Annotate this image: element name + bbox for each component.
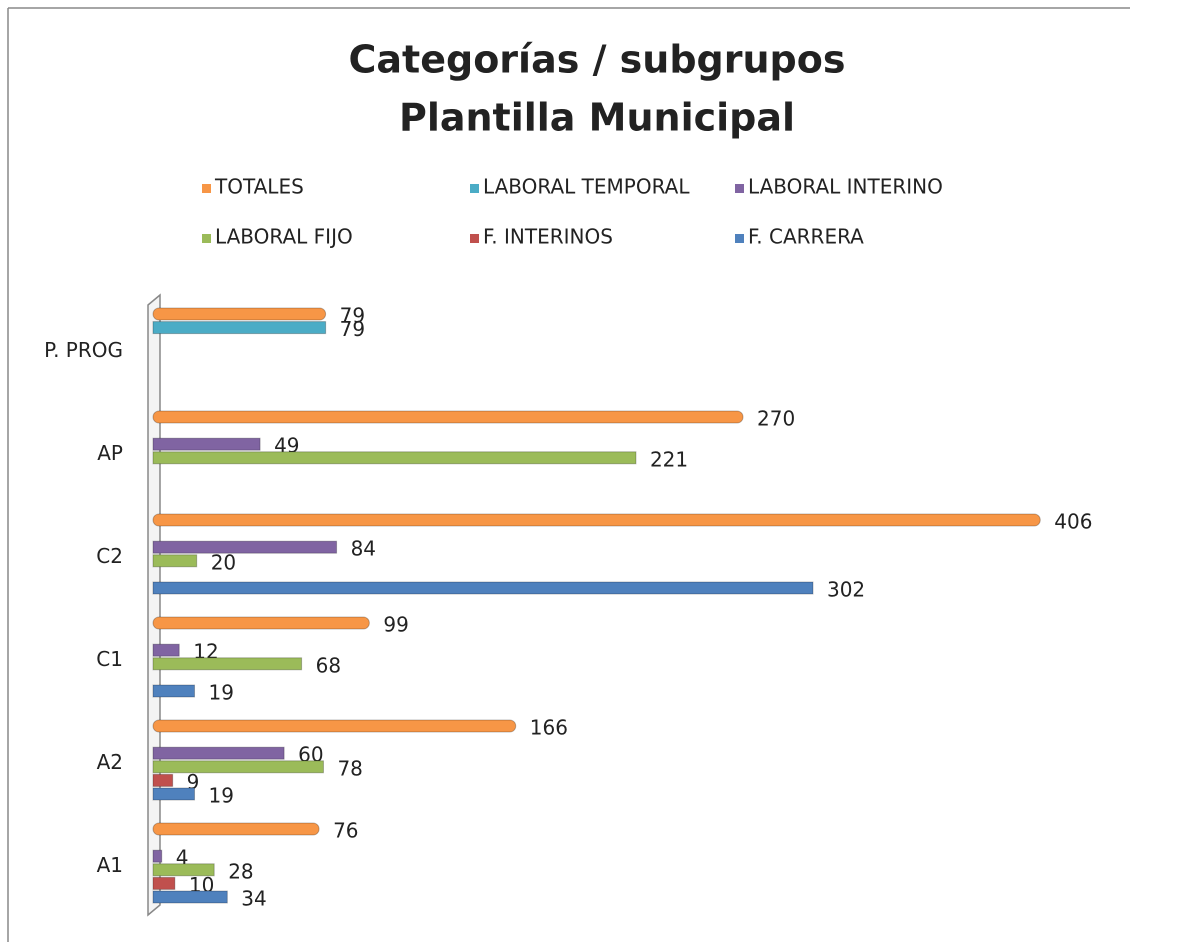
- value-label: 99: [383, 613, 408, 637]
- value-label: 78: [337, 756, 362, 780]
- bar: [152, 616, 370, 630]
- value-label: 406: [1054, 510, 1092, 534]
- bar: [152, 849, 163, 863]
- bar: [152, 787, 196, 801]
- bar: [152, 657, 303, 671]
- y-tick-label: P. PROG: [44, 338, 123, 362]
- bar: [152, 773, 174, 787]
- y-tick-label: C2: [96, 544, 123, 568]
- bar: [152, 684, 196, 698]
- bar: [152, 581, 814, 595]
- legend-swatch: [735, 234, 744, 243]
- legend-swatch: [470, 234, 479, 243]
- bar: [152, 760, 324, 774]
- value-label: 270: [757, 407, 795, 431]
- legend-swatch: [470, 184, 479, 193]
- bar: [152, 307, 327, 321]
- legend-label: LABORAL TEMPORAL: [483, 175, 690, 199]
- value-label: 20: [211, 550, 236, 574]
- bar: [152, 540, 338, 554]
- bar: [152, 321, 327, 335]
- value-label: 28: [228, 859, 253, 883]
- legend-label: F. INTERINOS: [483, 225, 613, 249]
- y-tick-label: A1: [97, 853, 123, 877]
- value-label: 4: [176, 846, 189, 870]
- value-label: 34: [241, 887, 266, 911]
- y-tick-label: C1: [96, 647, 123, 671]
- y-tick-label: AP: [97, 441, 123, 465]
- bar: [152, 890, 228, 904]
- plot-wall: [147, 293, 161, 917]
- y-tick-label: A2: [97, 750, 123, 774]
- bar: [152, 410, 744, 424]
- value-label: 79: [340, 304, 365, 328]
- legend-swatch: [202, 234, 211, 243]
- bar: [152, 437, 261, 451]
- value-label: 19: [209, 681, 234, 705]
- bar: [152, 719, 517, 733]
- bar: [152, 863, 215, 877]
- bar: [152, 554, 198, 568]
- value-label: 19: [209, 784, 234, 808]
- legend-swatch: [735, 184, 744, 193]
- value-label: 221: [650, 447, 688, 471]
- value-label: 76: [333, 819, 358, 843]
- bar: [152, 451, 637, 465]
- legend-label: TOTALES: [214, 175, 304, 199]
- value-label: 84: [351, 537, 376, 561]
- bar: [152, 746, 285, 760]
- value-label: 302: [827, 578, 865, 602]
- value-label: 9: [187, 770, 200, 794]
- chart-title: Categorías / subgrupos: [349, 38, 846, 82]
- bar: [152, 822, 320, 836]
- bar: [152, 643, 180, 657]
- bar: [152, 513, 1041, 527]
- value-label: 79: [340, 317, 365, 341]
- legend-label: LABORAL INTERINO: [748, 175, 943, 199]
- value-label: 68: [316, 653, 341, 677]
- chart-title: Plantilla Municipal: [399, 96, 795, 140]
- bar: [152, 876, 176, 890]
- legend-label: F. CARRERA: [748, 225, 864, 249]
- legend-swatch: [202, 184, 211, 193]
- legend-label: LABORAL FIJO: [215, 225, 353, 249]
- value-label: 166: [530, 716, 568, 740]
